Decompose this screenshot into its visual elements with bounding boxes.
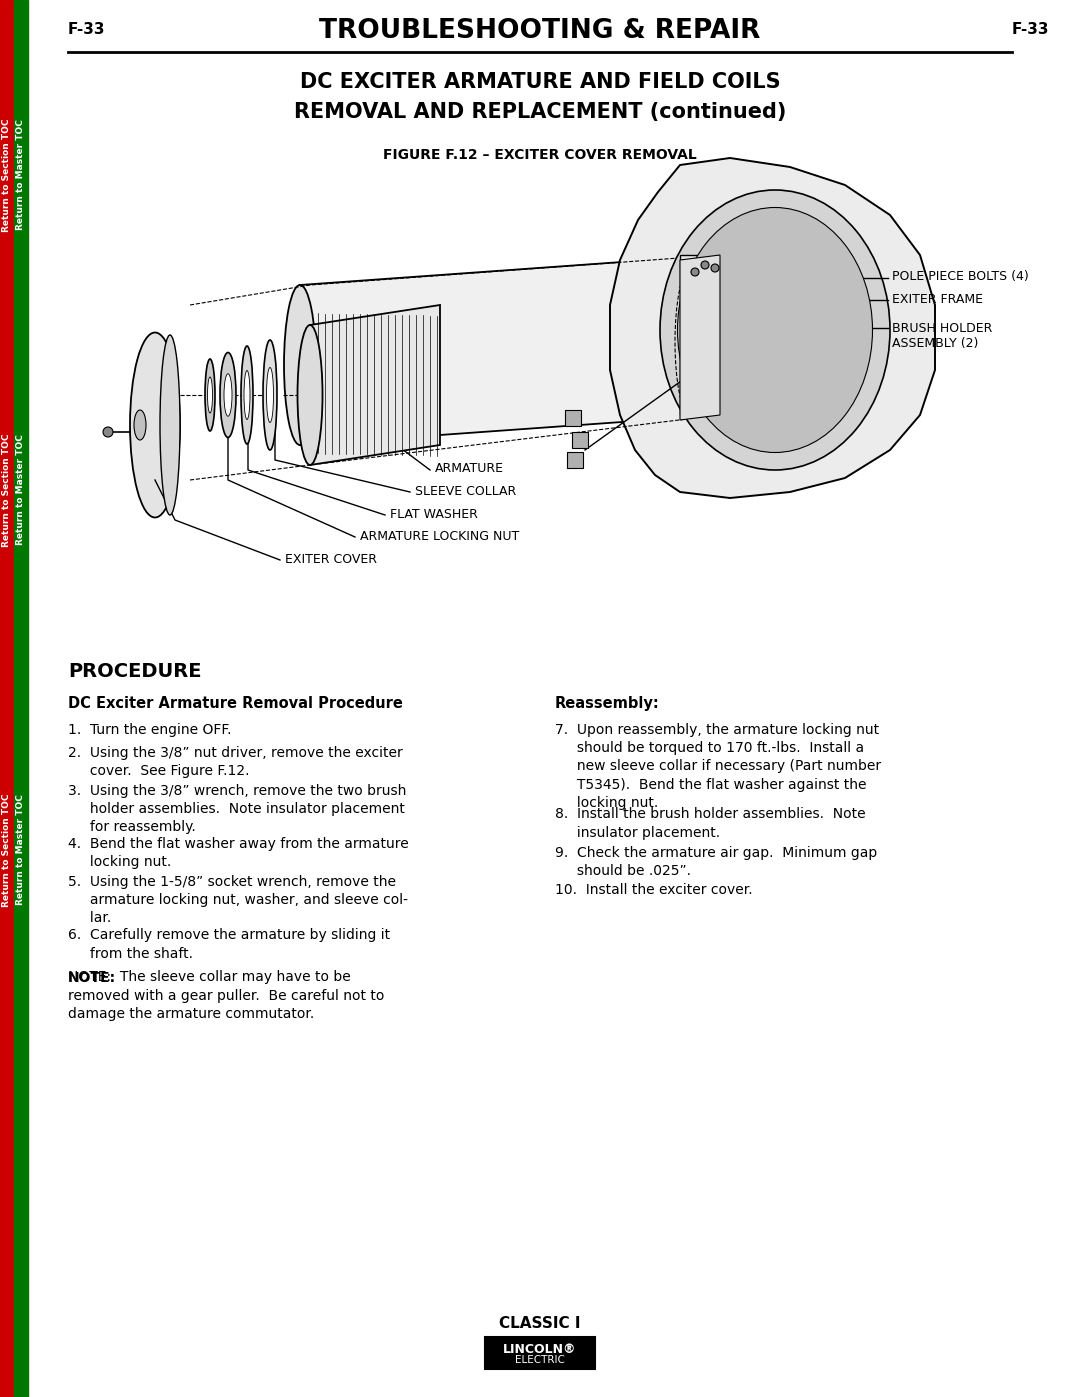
- Text: FIGURE F.12 – EXCITER COVER REMOVAL: FIGURE F.12 – EXCITER COVER REMOVAL: [383, 148, 697, 162]
- Text: 4.  Bend the flat washer away from the armature
     locking nut.: 4. Bend the flat washer away from the ar…: [68, 837, 408, 869]
- Text: Return to Master TOC: Return to Master TOC: [16, 434, 26, 545]
- Ellipse shape: [130, 332, 180, 517]
- Text: Return to Master TOC: Return to Master TOC: [16, 120, 26, 231]
- Text: DC Exciter Armature Removal Procedure: DC Exciter Armature Removal Procedure: [68, 696, 403, 711]
- Ellipse shape: [134, 409, 146, 440]
- Text: DC EXCITER ARMATURE AND FIELD COILS: DC EXCITER ARMATURE AND FIELD COILS: [299, 73, 781, 92]
- Text: 8.  Install the brush holder assemblies.  Note
     insulator placement.: 8. Install the brush holder assemblies. …: [555, 807, 866, 840]
- Ellipse shape: [708, 270, 732, 400]
- Ellipse shape: [241, 346, 253, 444]
- Circle shape: [691, 268, 699, 277]
- Text: 9.  Check the armature air gap.  Minimum gap
     should be .025”.: 9. Check the armature air gap. Minimum g…: [555, 845, 877, 877]
- Text: EXITER COVER: EXITER COVER: [285, 553, 377, 566]
- Circle shape: [103, 427, 113, 437]
- Text: ELECTRIC: ELECTRIC: [515, 1355, 565, 1365]
- Text: TROUBLESHOOTING & REPAIR: TROUBLESHOOTING & REPAIR: [320, 18, 760, 43]
- Circle shape: [711, 264, 719, 272]
- Ellipse shape: [284, 285, 316, 446]
- Ellipse shape: [224, 374, 232, 416]
- Text: PROCEDURE: PROCEDURE: [68, 662, 202, 680]
- Text: 3.  Using the 3/8” wrench, remove the two brush
     holder assemblies.  Note in: 3. Using the 3/8” wrench, remove the two…: [68, 784, 406, 834]
- Text: BRUSH HOLDER
ASSEMBLY (2): BRUSH HOLDER ASSEMBLY (2): [892, 321, 993, 351]
- Ellipse shape: [297, 326, 323, 465]
- Text: FLAT WASHER: FLAT WASHER: [390, 509, 477, 521]
- Polygon shape: [680, 256, 720, 420]
- Text: REMOVAL AND REPLACEMENT (continued): REMOVAL AND REPLACEMENT (continued): [294, 102, 786, 122]
- Text: Return to Section TOC: Return to Section TOC: [2, 793, 12, 907]
- Text: Return to Section TOC: Return to Section TOC: [2, 119, 12, 232]
- Text: 2.  Using the 3/8” nut driver, remove the exciter
     cover.  See Figure F.12.: 2. Using the 3/8” nut driver, remove the…: [68, 746, 403, 778]
- Text: NOTE:: NOTE:: [68, 971, 117, 985]
- Text: Return to Section TOC: Return to Section TOC: [2, 433, 12, 546]
- Ellipse shape: [220, 352, 237, 437]
- Polygon shape: [300, 256, 720, 446]
- Bar: [14, 0, 28, 1397]
- Text: 10.  Install the exciter cover.: 10. Install the exciter cover.: [555, 883, 753, 897]
- FancyBboxPatch shape: [485, 1337, 595, 1369]
- FancyBboxPatch shape: [572, 432, 588, 448]
- Polygon shape: [610, 158, 935, 497]
- Text: ARMATURE LOCKING NUT: ARMATURE LOCKING NUT: [360, 529, 519, 543]
- Ellipse shape: [660, 190, 890, 469]
- Text: POLE PIECE BOLTS (4): POLE PIECE BOLTS (4): [892, 270, 1029, 284]
- FancyBboxPatch shape: [567, 453, 583, 468]
- Text: F-33: F-33: [68, 22, 106, 36]
- Ellipse shape: [264, 339, 276, 450]
- Text: CLASSIC I: CLASSIC I: [499, 1316, 581, 1331]
- FancyBboxPatch shape: [565, 409, 581, 426]
- Text: EXITER FRAME: EXITER FRAME: [892, 293, 983, 306]
- Text: ARMATURE: ARMATURE: [435, 462, 504, 475]
- Text: LINCOLN®: LINCOLN®: [503, 1343, 577, 1355]
- Bar: [0, 0, 14, 1397]
- Text: NOTE:  The sleeve collar may have to be
removed with a gear puller.  Be careful : NOTE: The sleeve collar may have to be r…: [68, 971, 384, 1021]
- Polygon shape: [680, 256, 720, 415]
- Ellipse shape: [267, 367, 273, 422]
- Text: F-33: F-33: [1012, 22, 1050, 36]
- Text: 1.  Turn the engine OFF.: 1. Turn the engine OFF.: [68, 724, 231, 738]
- Ellipse shape: [205, 359, 215, 432]
- Ellipse shape: [244, 370, 249, 419]
- Ellipse shape: [702, 254, 738, 416]
- Text: Reassembly:: Reassembly:: [555, 696, 660, 711]
- Polygon shape: [310, 305, 440, 465]
- Ellipse shape: [677, 208, 873, 453]
- Ellipse shape: [207, 377, 213, 414]
- Text: Return to Master TOC: Return to Master TOC: [16, 795, 26, 905]
- Text: 7.  Upon reassembly, the armature locking nut
     should be torqued to 170 ft.-: 7. Upon reassembly, the armature locking…: [555, 724, 881, 810]
- Ellipse shape: [160, 335, 180, 515]
- Text: 5.  Using the 1-5/8” socket wrench, remove the
     armature locking nut, washer: 5. Using the 1-5/8” socket wrench, remov…: [68, 875, 408, 925]
- Text: SLEEVE COLLAR: SLEEVE COLLAR: [415, 485, 516, 497]
- Text: 6.  Carefully remove the armature by sliding it
     from the shaft.: 6. Carefully remove the armature by slid…: [68, 929, 390, 961]
- Circle shape: [701, 261, 708, 270]
